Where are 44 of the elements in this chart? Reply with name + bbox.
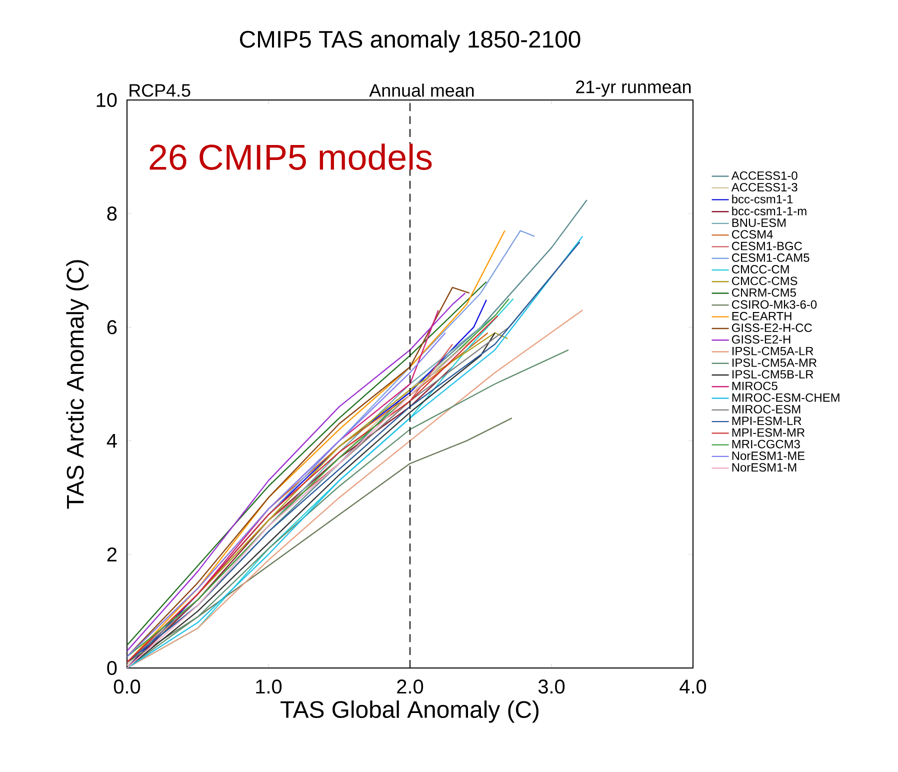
legend-label: NorESM1-M — [732, 463, 796, 472]
legend-label: NorESM1-ME — [732, 452, 805, 460]
legend-label: MRI-CGCM3 — [732, 440, 800, 448]
legend-label: bcc-csm1-1-m — [732, 206, 806, 216]
legend-label: MPI-ESM-MR — [732, 428, 805, 437]
x-axis-title: TAS Global Anomaly (C) — [280, 700, 538, 723]
legend-label: CNRM-CM5 — [732, 288, 796, 297]
legend-label: IPSL-CM5A-LR — [732, 346, 814, 356]
legend-label: CMCC-CM — [732, 265, 789, 274]
y-axis-title: TAS Arctic Anomaly (C) — [66, 260, 88, 509]
x-tick-label: 0.0 — [114, 680, 140, 694]
legend-label: GISS-E2-H-CC — [732, 324, 812, 332]
legend-label: MIROC5 — [732, 382, 778, 390]
legend-label: IPSL-CM5A-MR — [732, 358, 817, 367]
legend-label: IPSL-CM5B-LR — [732, 370, 814, 379]
x-tick-label: 1.0 — [256, 680, 282, 694]
x-tick-label: 4.0 — [680, 680, 706, 694]
legend-label: MIROC-ESM — [732, 404, 800, 414]
chart-title: CMIP5 TAS anomaly 1850-2100 — [240, 30, 580, 52]
y-tick-label: 2 — [107, 547, 116, 562]
x-tick-label: 2.0 — [397, 680, 424, 694]
legend-label: GISS-E2-H — [732, 335, 790, 344]
legend-label: ACCESS1-0 — [731, 171, 798, 180]
x-tick-label: 3.0 — [538, 680, 565, 694]
annotation: 26 CMIP5 models — [150, 144, 432, 170]
legend-label: CMCC-CMS — [732, 276, 798, 286]
legend-label: ACCESS1-3 — [731, 182, 798, 192]
legend-label: CESM1-BGC — [732, 242, 802, 250]
y-tick-label: 10 — [96, 92, 117, 108]
legend-label: BNU-ESM — [732, 218, 786, 227]
legend-label: MIROC-ESM-CHEM — [732, 393, 840, 402]
text: Annual mean — [369, 84, 474, 97]
y-tick-label: 6 — [107, 320, 117, 334]
text: RCP4.5 — [130, 84, 190, 97]
legend-label: MPI-ESM-LR — [732, 416, 802, 426]
legend-label: EC-EARTH — [732, 312, 792, 320]
legend-label: CSIRO-Mk3-6-0 — [732, 300, 817, 309]
y-tick-label: 8 — [107, 206, 117, 221]
legend-label: CESM1-CAM5 — [732, 253, 810, 262]
y-tick-label: 0 — [107, 660, 117, 676]
y-tick-label: 4 — [106, 434, 117, 448]
text: 21-yr runmean — [576, 80, 691, 97]
legend-label: bcc-csm1-1 — [732, 194, 793, 204]
legend-label: CCSM4 — [732, 230, 773, 239]
